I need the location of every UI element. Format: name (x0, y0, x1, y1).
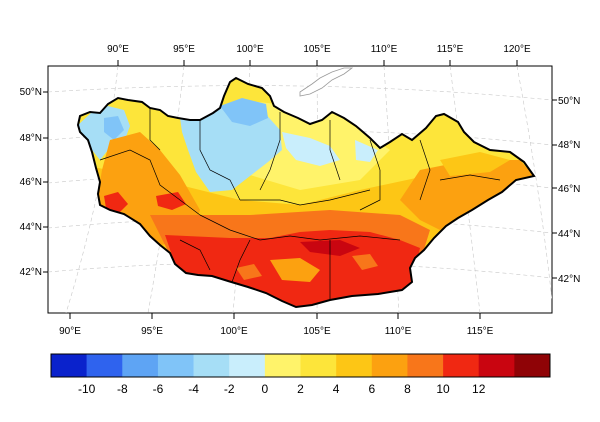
colorbar-swatch (371, 354, 408, 377)
bottom-lon-label: 105°E (303, 326, 331, 337)
colorbar-tick-label: -2 (224, 382, 235, 396)
top-ticks (117, 60, 518, 66)
bottom-lon-label: 110°E (385, 326, 412, 337)
left-lat-labels: 50°N 48°N 46°N 44°N 42°N (20, 87, 42, 278)
colorbar-tick-label: -8 (117, 382, 128, 396)
top-lon-label: 90°E (107, 44, 129, 55)
left-lat-label: 46°N (20, 177, 42, 188)
colorbar-frame (50, 353, 551, 378)
bottom-lon-label: 100°E (220, 326, 248, 337)
right-lat-labels: 50°N 48°N 46°N 44°N 42°N (558, 96, 580, 285)
colorbar-swatch (157, 354, 194, 377)
colorbar-swatch (300, 354, 337, 377)
left-lat-label: 48°N (20, 133, 42, 144)
left-lat-label: 44°N (20, 222, 42, 233)
colorbar-tick-label: -4 (188, 382, 199, 396)
colorbar-swatch (264, 354, 301, 377)
top-lon-label: 100°E (236, 44, 264, 55)
colorbar-swatch (478, 354, 515, 377)
top-lon-label: 120°E (503, 44, 531, 55)
colorbar-swatch (122, 354, 159, 377)
bottom-lon-labels: 90°E 95°E 100°E 105°E 110°E 115°E (59, 326, 494, 337)
temperature-field (78, 78, 534, 307)
right-lat-label: 48°N (558, 140, 580, 151)
colorbar-labels: -10 -8 -6 -4 -2 0 2 4 6 8 10 12 (78, 382, 486, 396)
colorbar-tick-label: 12 (472, 382, 486, 396)
colorbar-tick-label: 4 (333, 382, 340, 396)
colorbar-swatch (336, 354, 373, 377)
colorbar-swatch (407, 354, 444, 377)
colorbar-tick-label: 0 (262, 382, 269, 396)
colorbar-swatch (514, 354, 551, 377)
mongolia-outline (76, 76, 536, 309)
left-ticks (43, 91, 48, 273)
bottom-ticks (69, 313, 481, 319)
top-lon-label: 115°E (437, 44, 464, 55)
colorbar-tick-label: 2 (297, 382, 304, 396)
colorbar-swatch (51, 354, 87, 377)
province-borders (99, 108, 501, 300)
bottom-lon-label: 95°E (141, 326, 163, 337)
colorbar-swatch (193, 354, 230, 377)
left-lat-label: 42°N (20, 267, 42, 278)
colorbar-tick-label: -6 (153, 382, 164, 396)
bottom-lon-label: 90°E (59, 326, 81, 337)
colorbar (50, 353, 551, 378)
colorbar-swatch (443, 354, 480, 377)
right-lat-label: 44°N (558, 229, 580, 240)
colorbar-tick-label: -10 (78, 382, 96, 396)
top-lon-labels: 90°E 95°E 100°E 105°E 110°E 115°E 120°E (107, 44, 531, 55)
right-lat-label: 42°N (558, 274, 580, 285)
right-lat-label: 50°N (558, 96, 580, 107)
colorbar-swatch (86, 354, 123, 377)
left-lat-label: 50°N (20, 87, 42, 98)
colorbar-swatch (229, 354, 266, 377)
colorbar-tick-label: 8 (404, 382, 411, 396)
right-lat-label: 46°N (558, 184, 580, 195)
top-lon-label: 110°E (371, 44, 398, 55)
top-lon-label: 95°E (173, 44, 195, 55)
top-lon-label: 105°E (303, 44, 331, 55)
lake-outline (299, 67, 354, 97)
colorbar-tick-label: 6 (368, 382, 375, 396)
right-ticks (552, 99, 557, 279)
bottom-lon-label: 115°E (467, 326, 494, 337)
colorbar-tick-label: 10 (436, 382, 450, 396)
